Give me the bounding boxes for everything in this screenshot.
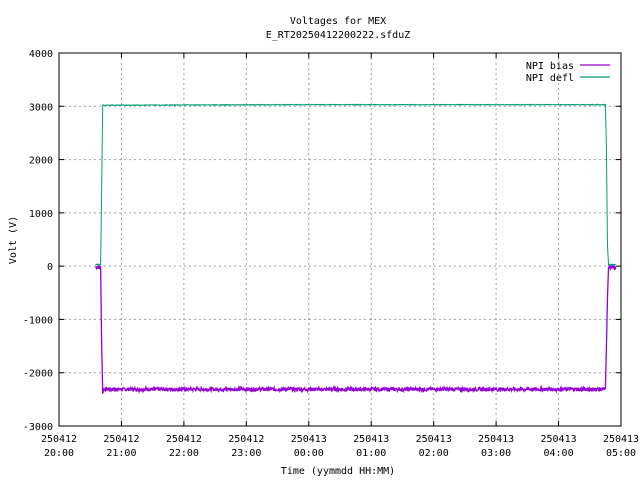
y-tick-label: 2000 bbox=[29, 156, 53, 167]
x-tick-label-time: 01:00 bbox=[356, 448, 386, 459]
y-axis-label: Volt (V) bbox=[8, 216, 19, 264]
series-line-npi-defl bbox=[95, 103, 617, 266]
x-tick-label-time: 00:00 bbox=[294, 448, 324, 459]
x-tick-label-date: 250413 bbox=[603, 434, 639, 445]
x-tick-label-date: 250412 bbox=[228, 434, 264, 445]
y-tick-label: 4000 bbox=[29, 49, 53, 60]
series bbox=[95, 103, 617, 395]
x-tick-label-date: 250412 bbox=[41, 434, 77, 445]
x-tick-label-time: 20:00 bbox=[44, 448, 74, 459]
plot-border bbox=[58, 52, 622, 427]
x-tick-label-time: 05:00 bbox=[606, 448, 636, 459]
x-tick-label-time: 22:00 bbox=[169, 448, 199, 459]
x-tick-label-time: 21:00 bbox=[106, 448, 136, 459]
y-tick-label: 0 bbox=[47, 262, 53, 273]
y-tick-label: -3000 bbox=[23, 422, 53, 433]
x-tick-label-date: 250412 bbox=[103, 434, 139, 445]
x-tick-label-date: 250413 bbox=[353, 434, 389, 445]
y-tick-label: 3000 bbox=[29, 102, 53, 113]
grid bbox=[59, 53, 621, 426]
y-tick-label: 1000 bbox=[29, 209, 53, 220]
x-tick-label-date: 250412 bbox=[166, 434, 202, 445]
x-tick-label-time: 02:00 bbox=[419, 448, 449, 459]
legend-label: NPI bias bbox=[526, 61, 574, 72]
y-tick-label: -1000 bbox=[23, 315, 53, 326]
axis-ticks: -3000 -2000 -1000 0 1000 2000 3000 4000 250412 20… bbox=[23, 49, 639, 459]
chart-subtitle: E_RT20250412200222.sfduZ bbox=[266, 30, 411, 41]
x-axis-label: Time (yymmdd HH:MM) bbox=[281, 466, 395, 477]
x-tick-label-date: 250413 bbox=[478, 434, 514, 445]
x-tick-label-time: 23:00 bbox=[231, 448, 261, 459]
x-tick-label-time: 03:00 bbox=[481, 448, 511, 459]
y-tick-label: -2000 bbox=[23, 369, 53, 380]
x-tick-label-date: 250413 bbox=[291, 434, 327, 445]
chart-title: Voltages for MEX bbox=[290, 16, 386, 27]
x-tick-label-date: 250413 bbox=[540, 434, 576, 445]
x-tick-label-time: 04:00 bbox=[544, 448, 574, 459]
x-tick-label-date: 250413 bbox=[416, 434, 452, 445]
legend-label: NPI defl bbox=[526, 73, 574, 84]
series-line-npi-bias bbox=[95, 263, 617, 395]
